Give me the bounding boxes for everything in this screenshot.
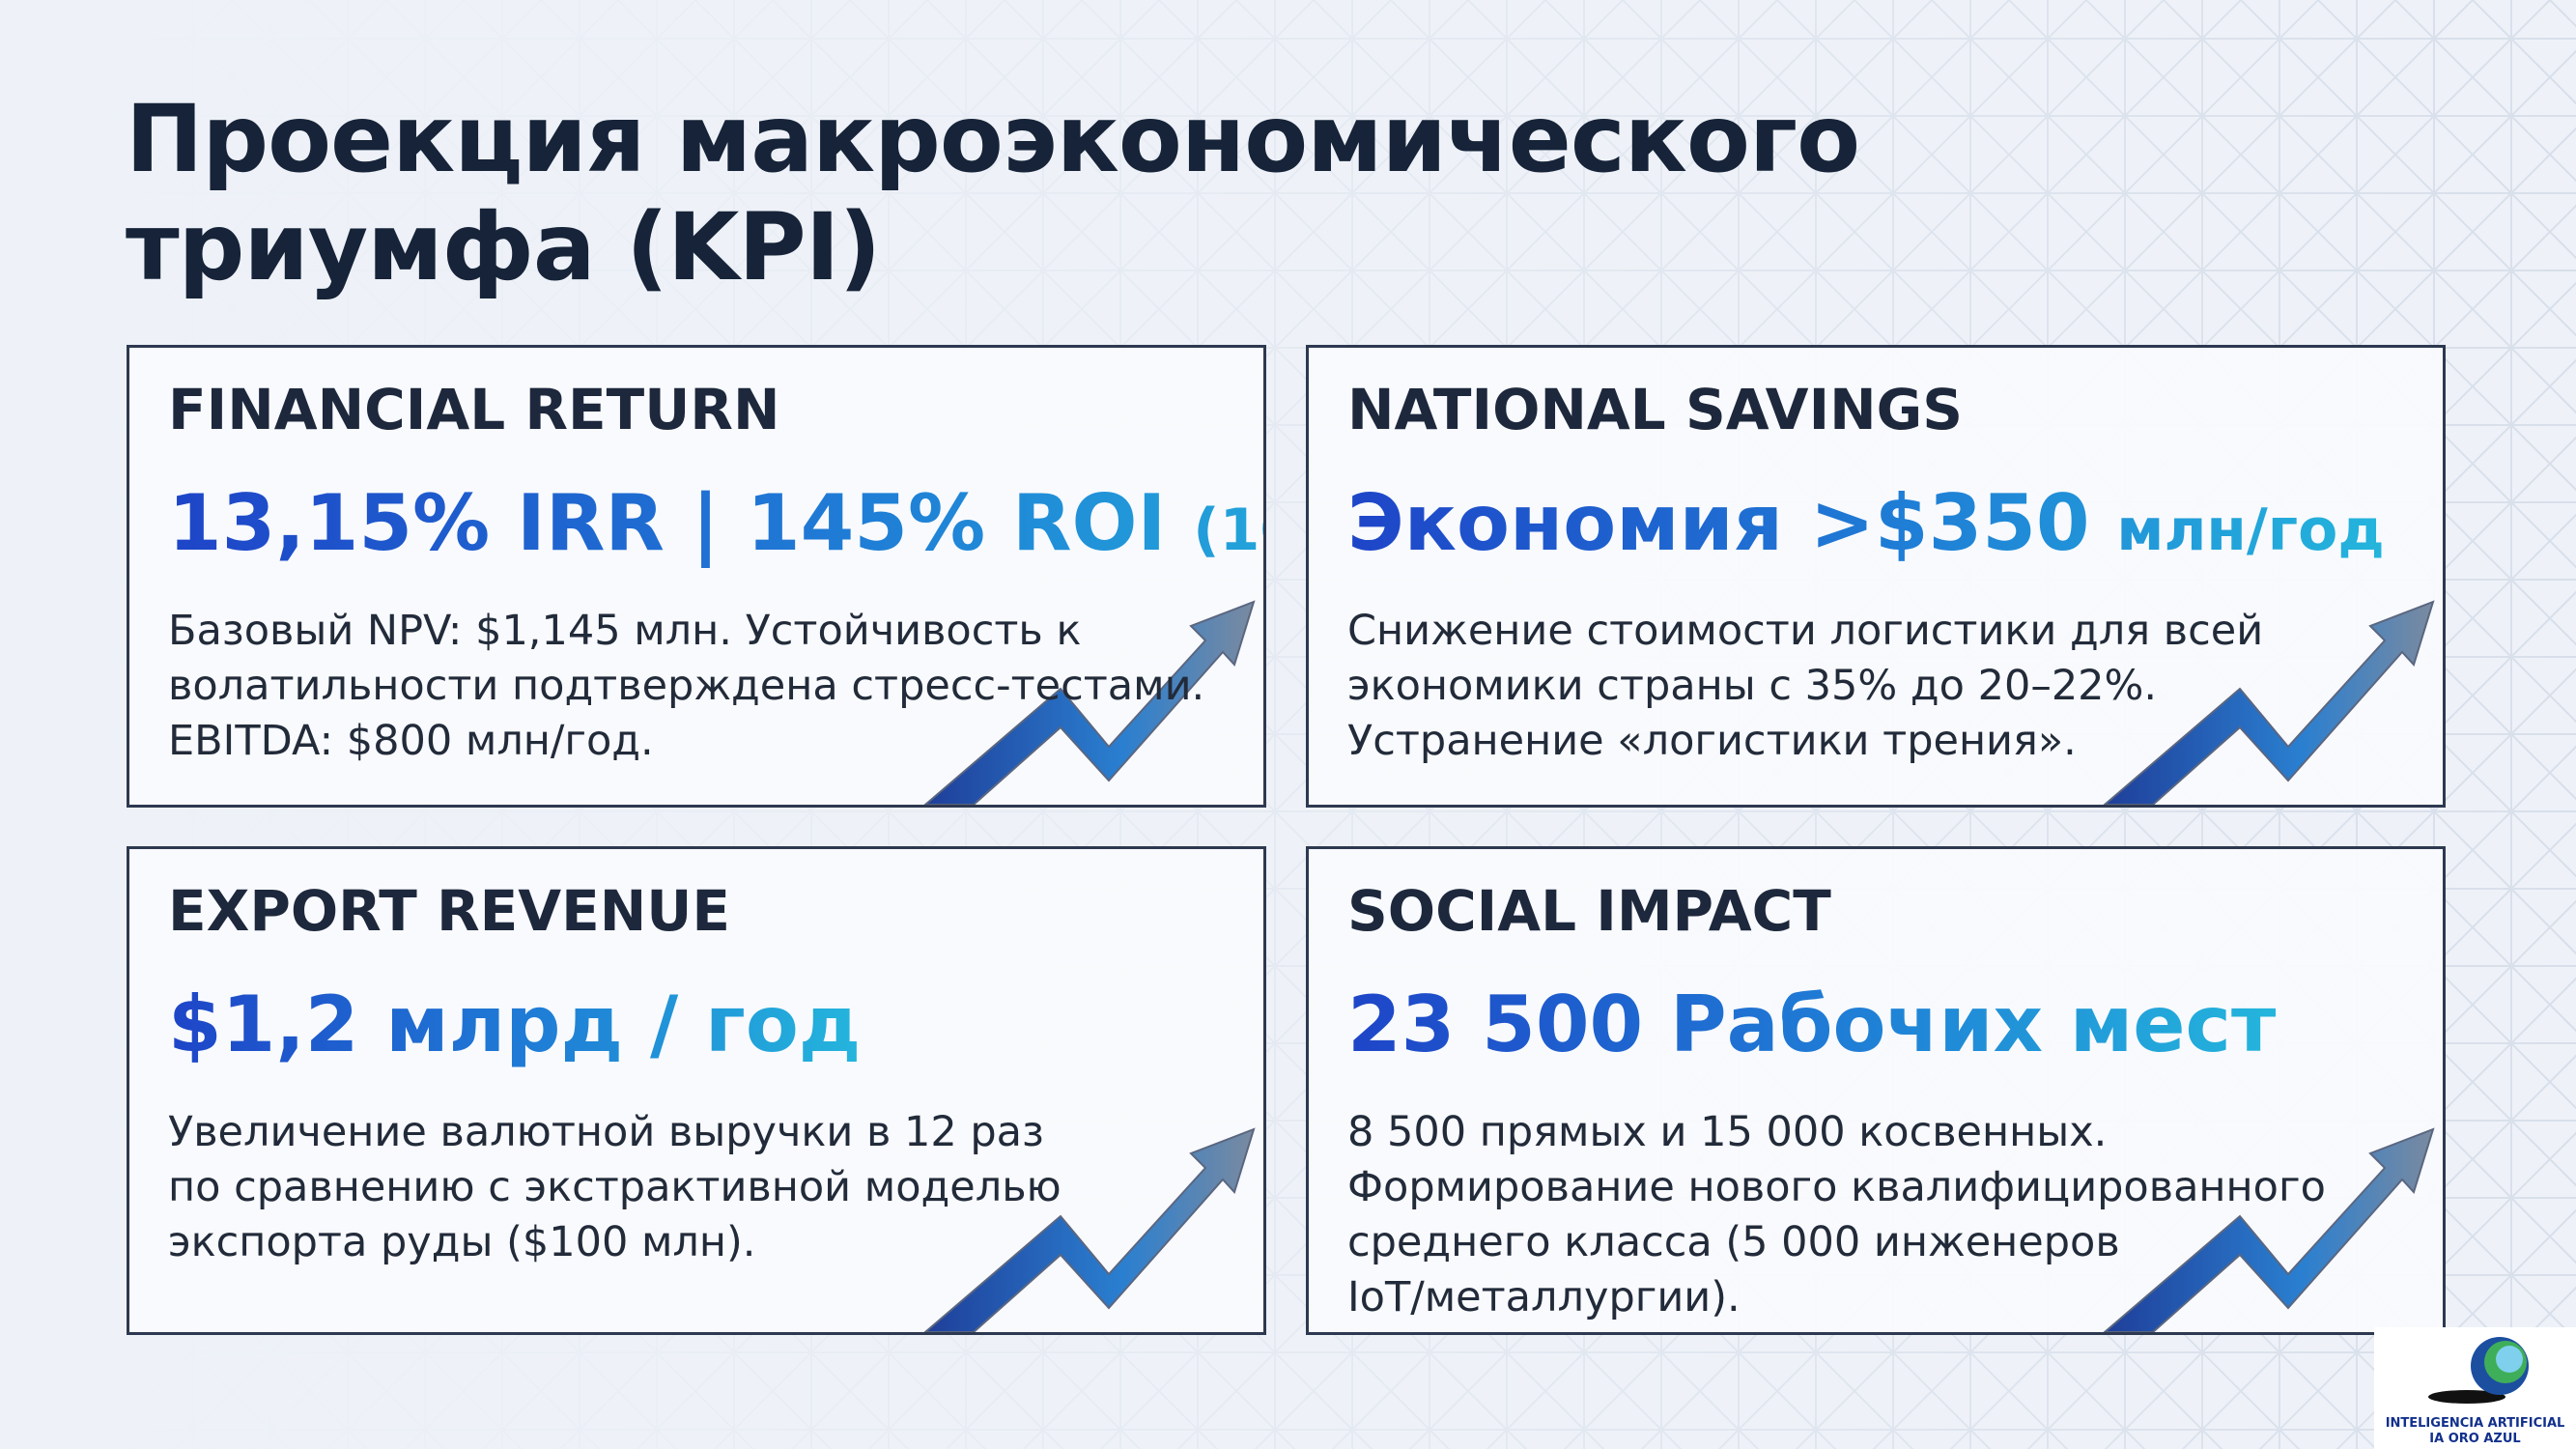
title-line: Проекция макроэкономического (126, 85, 1860, 193)
card-headline: 23 500 Рабочих мест (1347, 980, 2276, 1069)
headline-main: 13,15% IRR | 145% ROI (168, 478, 1167, 568)
body-line: EBITDA: $800 млн/год. (168, 717, 654, 765)
card-heading: FINANCIAL RETURN (168, 377, 780, 442)
card-heading: SOCIAL IMPACT (1347, 878, 1831, 944)
kpi-card: FINANCIAL RETURN 13,15% IRR | 145% ROI (1… (127, 345, 1266, 808)
headline-main: $1,2 млрд / год (168, 980, 862, 1069)
card-body: Увеличение валютной выручки в 12 раз по с… (168, 1105, 1062, 1270)
card-body: 8 500 прямых и 15 000 косвенных. Формиров… (1347, 1105, 2326, 1325)
trend-arrow (2103, 1127, 2435, 1332)
trend-arrow (923, 1127, 1256, 1332)
title: Проекция макроэкономического триумфа (KP… (126, 85, 1860, 301)
logo-text: IA ORO AZUL (2429, 1432, 2521, 1446)
body-line: Увеличение валютной выручки в 12 раз (168, 1108, 1044, 1156)
body-line: IoT/металлургии). (1347, 1273, 1741, 1321)
trend-arrow (923, 600, 1256, 805)
headline-suffix: млн/год (2116, 497, 2385, 564)
card-headline: 13,15% IRR | 145% ROI (10 лет) (168, 478, 1263, 568)
body-line: Формирование нового квалифицированного (1347, 1163, 2326, 1211)
card-body: Снижение стоимости логистики для всей эко… (1347, 604, 2263, 769)
card-headline: $1,2 млрд / год (168, 980, 861, 1069)
body-line: Базовый NPV: $1,145 млн. Устойчивость к (168, 607, 1082, 655)
headline-suffix: (10 лет) (1193, 497, 1260, 564)
body-line: волатильности подтверждена стресс-тестам… (168, 662, 1205, 710)
kpi-card: SOCIAL IMPACT 23 500 Рабочих мест 8 500 пр… (1306, 846, 2446, 1335)
body-line: по сравнению с экстрактивной моделью (168, 1163, 1062, 1211)
kpi-card: EXPORT REVENUE $1,2 млрд / год Увеличение … (127, 846, 1266, 1335)
logo-icon (2428, 1337, 2529, 1404)
trend-arrow (2103, 600, 2435, 805)
logo-text: INTELIGENCIA ARTIFICIAL (2385, 1416, 2565, 1431)
card-heading: EXPORT REVENUE (168, 878, 731, 944)
title-line: триумфа (KPI) (126, 193, 881, 301)
headline-main: 23 500 Рабочих мест (1347, 980, 2277, 1069)
kpi-card: NATIONAL SAVINGS Экономия >$350 млн/год Сн… (1306, 345, 2446, 808)
body-line: экономики страны с 35% до 20–22%. (1347, 662, 2158, 710)
body-line: 8 500 прямых и 15 000 косвенных. (1347, 1108, 2108, 1156)
body-line: Устранение «логистики трения». (1347, 717, 2077, 765)
body-line: экспорта руды ($100 млн). (168, 1218, 756, 1266)
body-line: Снижение стоимости логистики для всей (1347, 607, 2264, 655)
headline-main: Экономия >$350 (1347, 478, 2090, 568)
card-headline: Экономия >$350 млн/год (1347, 478, 2385, 568)
card-body: Базовый NPV: $1,145 млн. Устойчивость к в… (168, 604, 1204, 769)
body-line: среднего класса (5 000 инженеров (1347, 1218, 2120, 1266)
logo: INTELIGENCIA ARTIFICIAL IA ORO AZUL (2374, 1327, 2576, 1449)
card-heading: NATIONAL SAVINGS (1347, 377, 1964, 442)
